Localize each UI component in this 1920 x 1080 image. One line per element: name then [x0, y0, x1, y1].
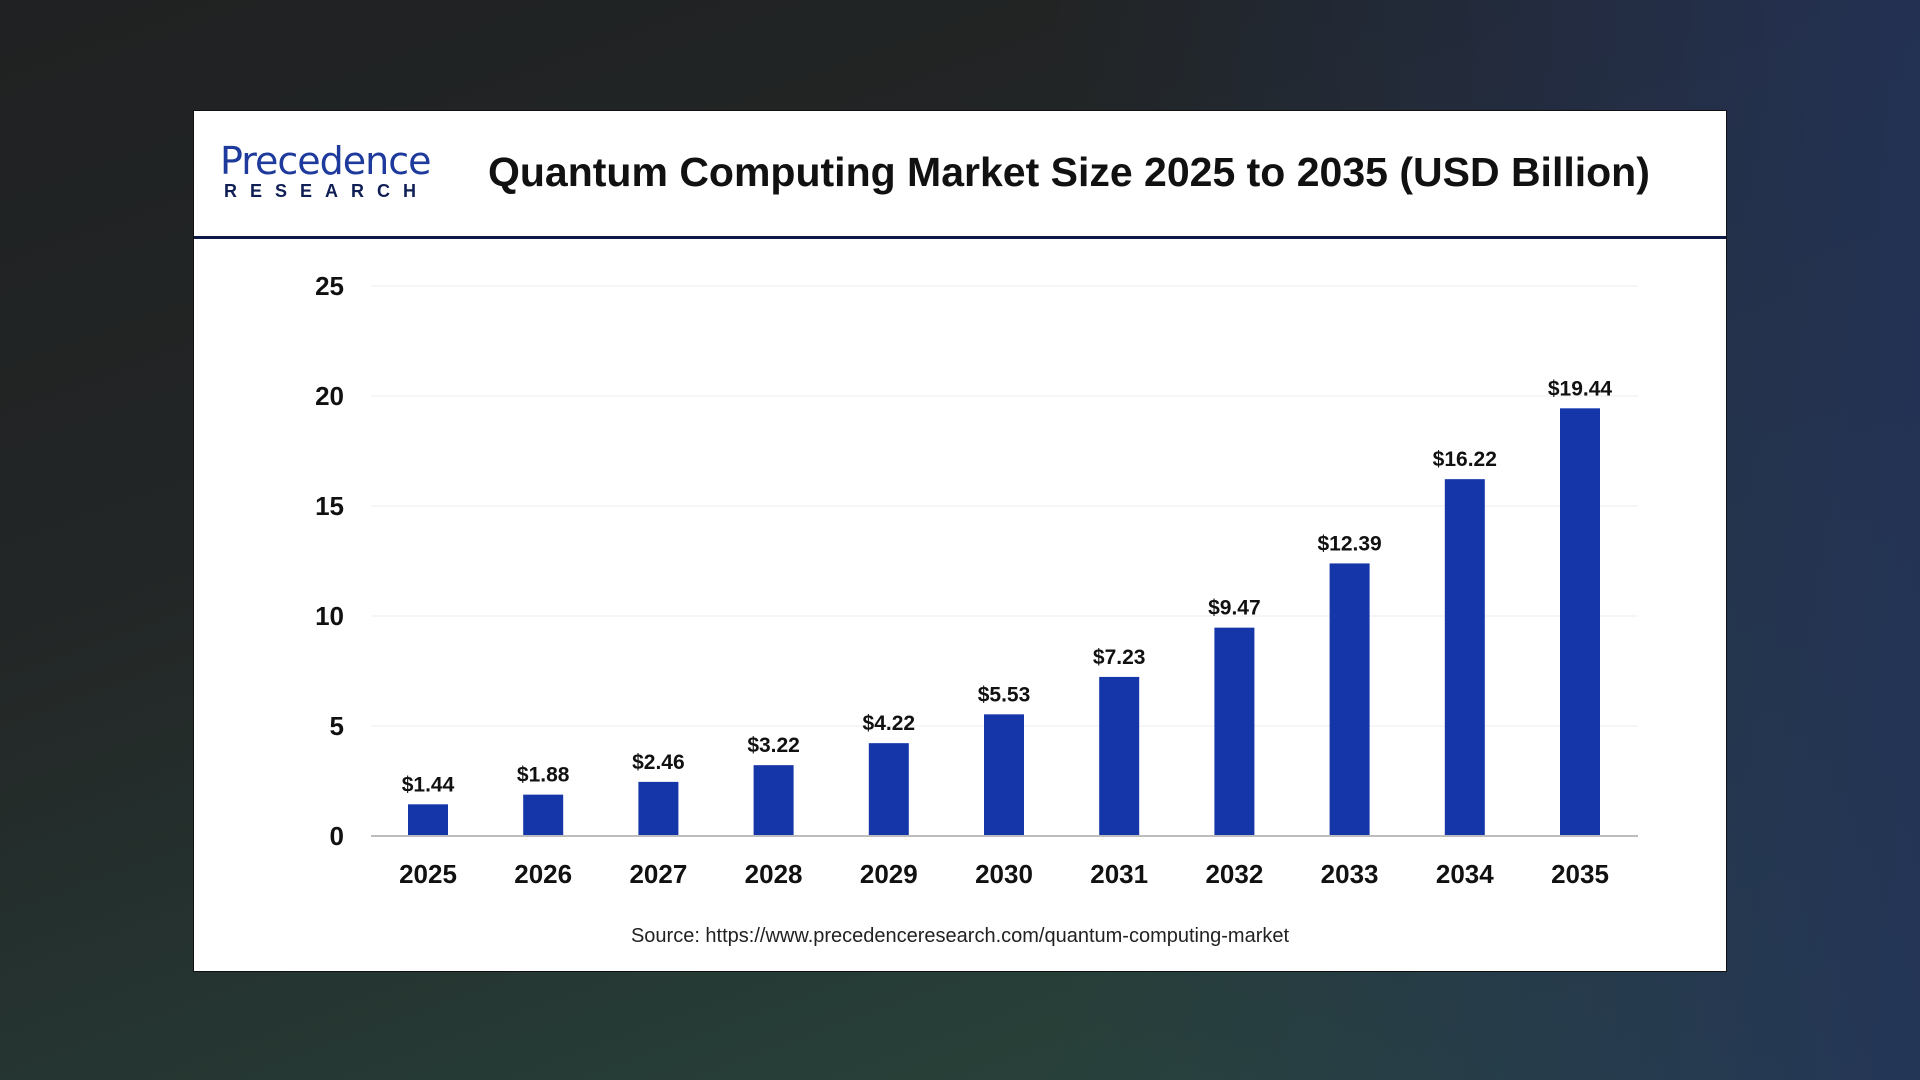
- data-label: $16.22: [1433, 448, 1497, 471]
- data-label: $9.47: [1208, 597, 1261, 620]
- bar-2026: [523, 794, 564, 836]
- bar-2034: [1444, 479, 1485, 836]
- logo-subtitle: RESEARCH: [224, 181, 430, 201]
- x-tick-label: 2029: [860, 859, 918, 889]
- data-label: $12.39: [1317, 532, 1381, 555]
- y-tick-label: 15: [315, 491, 344, 521]
- data-label: $1.44: [402, 773, 455, 796]
- bar-2031: [1099, 676, 1140, 836]
- chart-title: Quantum Computing Market Size 2025 to 20…: [488, 149, 1650, 195]
- bar-2033: [1329, 563, 1370, 836]
- x-tick-label: 2026: [514, 859, 572, 889]
- x-tick-label: 2033: [1321, 859, 1379, 889]
- x-tick-label: 2028: [745, 859, 803, 889]
- x-tick-label: 2027: [629, 859, 687, 889]
- bar-2035: [1560, 408, 1600, 836]
- x-tick-label: 2032: [1205, 859, 1263, 889]
- x-tick-label: 2035: [1551, 859, 1609, 889]
- source-note: Source: https://www.precedenceresearch.c…: [630, 925, 1290, 947]
- bar-2029: [868, 743, 909, 836]
- bar-2027: [638, 781, 679, 836]
- data-label: $1.88: [517, 764, 570, 787]
- y-tick-label: 10: [315, 601, 344, 631]
- precedence-research-logo: Precedence RESEARCH: [220, 141, 450, 211]
- y-tick-label: 25: [315, 271, 344, 301]
- y-tick-label: 0: [330, 821, 344, 851]
- data-label: $7.23: [1093, 646, 1146, 669]
- logo-wordmark: Precedence: [220, 139, 432, 183]
- data-label: $19.44: [1548, 377, 1613, 400]
- y-tick-label: 5: [330, 711, 344, 741]
- data-label: $2.46: [632, 751, 685, 774]
- bar-2028: [753, 765, 794, 836]
- x-tick-label: 2031: [1090, 859, 1148, 889]
- chart-card: Precedence RESEARCH Quantum Computing Ma…: [193, 110, 1727, 972]
- bar-2032: [1214, 627, 1255, 836]
- bar-2025: [408, 804, 448, 836]
- bar-chart: 0510152025$1.442025$1.882026$2.462027$3.…: [315, 271, 1638, 889]
- x-tick-label: 2025: [399, 859, 457, 889]
- x-tick-label: 2034: [1436, 859, 1494, 889]
- data-label: $5.53: [978, 683, 1031, 706]
- data-label: $4.22: [863, 712, 916, 735]
- data-label: $3.22: [747, 734, 800, 757]
- y-tick-label: 20: [315, 381, 344, 411]
- bar-2030: [984, 714, 1024, 836]
- chart-header: Precedence RESEARCH Quantum Computing Ma…: [194, 111, 1726, 239]
- x-tick-label: 2030: [975, 859, 1033, 889]
